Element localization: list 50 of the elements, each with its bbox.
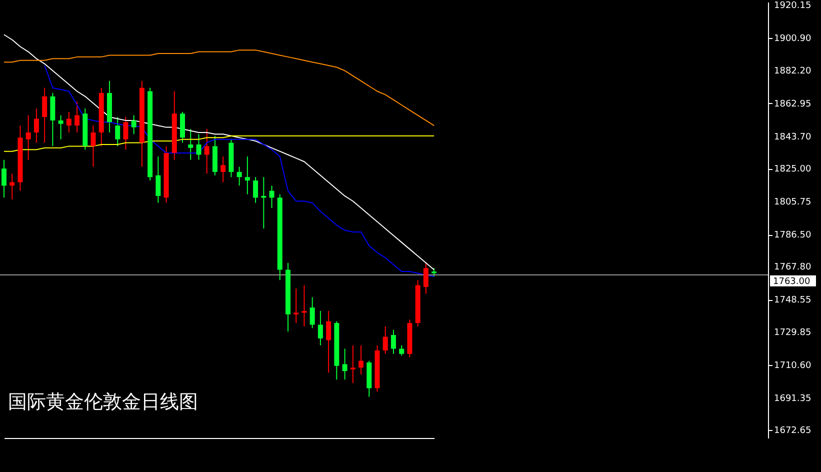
candlestick: [390, 329, 396, 354]
y-tick-label: 1786.50: [774, 230, 812, 241]
candlestick: [42, 87, 48, 144]
y-tick-label: 1710.60: [774, 360, 812, 371]
y-tick-label: 1729.85: [774, 328, 812, 338]
y-tick-label: 1882.20: [774, 66, 812, 76]
y-tick-label: 1920.15: [774, 1, 812, 12]
y-tick-label: 1805.75: [774, 198, 812, 208]
candlestick: [310, 296, 315, 329]
candlestick: [34, 108, 39, 144]
y-tick-label: 1862.95: [774, 99, 812, 110]
candlestick: [294, 288, 299, 324]
candlestick: [115, 116, 120, 147]
candlestick: [188, 128, 194, 160]
y-tick-label: 1748.55: [774, 296, 812, 306]
candlestick: [326, 310, 332, 374]
y-tick-label: 1672.65: [774, 426, 812, 436]
candlestick: [66, 111, 72, 133]
candlestick: [318, 310, 323, 346]
candlestick: [10, 173, 15, 200]
candlestick: [358, 344, 364, 375]
candlestick: [123, 116, 128, 150]
candlestick: [26, 114, 31, 160]
candlestick: [236, 166, 242, 186]
y-tick-label: 1843.70: [774, 132, 812, 142]
annotation: 国际黄金伦敦金日线图: [8, 391, 198, 413]
candlestick: [253, 176, 258, 204]
candlestick: [90, 125, 96, 168]
candlestick: [196, 134, 202, 160]
y-tick-label: 1900.90: [774, 34, 812, 44]
candlestick: [342, 348, 348, 380]
candlestick: [350, 344, 356, 384]
ref-line-label: 1763.00: [773, 276, 810, 287]
candlestick: [204, 128, 210, 174]
candlestick: [244, 156, 250, 195]
candlestick: [399, 344, 404, 356]
candlestick: [2, 159, 6, 198]
y-tick-label: 1825.00: [774, 164, 812, 175]
candlestick: [74, 101, 80, 133]
candlestick: [58, 114, 64, 140]
candlestick: [382, 326, 388, 354]
candlestick: [423, 262, 428, 294]
candlestick: [131, 114, 136, 135]
line-series: [4, 50, 435, 126]
candlestick: [156, 156, 161, 204]
y-tick-label: 1767.80: [774, 262, 812, 273]
candlestick: [220, 156, 226, 183]
line-series: [4, 34, 435, 270]
candlestick: [269, 185, 274, 208]
y-tick-label: 1691.35: [774, 394, 812, 404]
